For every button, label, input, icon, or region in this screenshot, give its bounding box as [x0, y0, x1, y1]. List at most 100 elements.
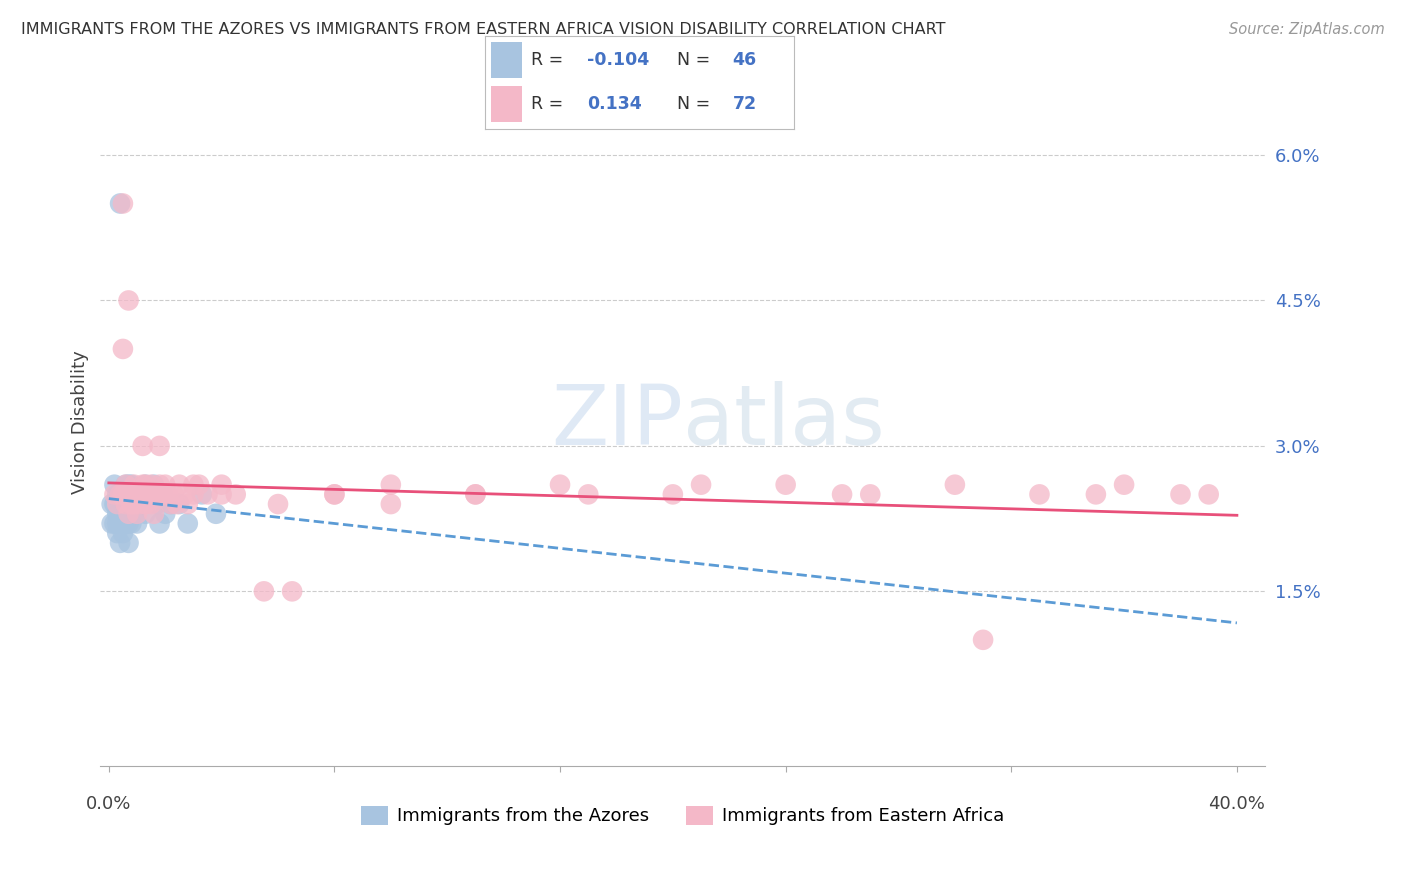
Text: R =: R = — [531, 51, 569, 69]
Point — [128, 497, 150, 511]
Point — [169, 497, 191, 511]
Point — [775, 477, 797, 491]
Text: 0.0%: 0.0% — [86, 795, 132, 813]
Point — [972, 632, 994, 647]
Legend: Immigrants from the Azores, Immigrants from Eastern Africa: Immigrants from the Azores, Immigrants f… — [354, 798, 1011, 832]
Point — [122, 497, 145, 511]
Point — [111, 487, 134, 501]
Point — [225, 487, 247, 501]
Point — [117, 487, 139, 501]
Point — [831, 487, 853, 501]
Point — [211, 477, 233, 491]
Point — [105, 516, 128, 531]
Point — [690, 477, 713, 491]
Point — [105, 497, 128, 511]
Text: N =: N = — [676, 95, 716, 113]
Point — [145, 487, 167, 501]
Text: 40.0%: 40.0% — [1209, 795, 1265, 813]
Point — [205, 507, 228, 521]
Point — [108, 497, 131, 511]
Point — [120, 487, 142, 501]
Point — [105, 526, 128, 541]
Point — [117, 293, 139, 308]
Point — [131, 497, 153, 511]
Point — [125, 487, 148, 501]
Point — [188, 477, 211, 491]
Point — [100, 516, 122, 531]
Point — [131, 487, 153, 501]
Text: 0.134: 0.134 — [588, 95, 643, 113]
Point — [267, 497, 290, 511]
Point — [111, 526, 134, 541]
Point — [1198, 487, 1220, 501]
Point — [169, 477, 191, 491]
Point — [142, 487, 165, 501]
Point — [139, 477, 162, 491]
Point — [114, 497, 136, 511]
Point — [120, 487, 142, 501]
Point — [114, 516, 136, 531]
Point — [103, 487, 125, 501]
Point — [134, 497, 156, 511]
Point — [128, 487, 150, 501]
Point — [105, 507, 128, 521]
Point — [114, 497, 136, 511]
Text: IMMIGRANTS FROM THE AZORES VS IMMIGRANTS FROM EASTERN AFRICA VISION DISABILITY C: IMMIGRANTS FROM THE AZORES VS IMMIGRANTS… — [21, 22, 946, 37]
Point — [131, 439, 153, 453]
Point — [111, 196, 134, 211]
Point — [174, 487, 197, 501]
Text: -0.104: -0.104 — [588, 51, 650, 69]
Point — [323, 487, 346, 501]
Point — [859, 487, 882, 501]
Point — [155, 477, 177, 491]
Point — [157, 487, 180, 501]
Point — [114, 477, 136, 491]
Point — [148, 516, 170, 531]
Point — [128, 487, 150, 501]
Point — [117, 477, 139, 491]
Text: 72: 72 — [733, 95, 756, 113]
Point — [160, 497, 183, 511]
Point — [183, 477, 205, 491]
Point — [103, 497, 125, 511]
Point — [105, 487, 128, 501]
Point — [139, 487, 162, 501]
Point — [131, 477, 153, 491]
Point — [122, 477, 145, 491]
Point — [139, 497, 162, 511]
Point — [1084, 487, 1107, 501]
Point — [111, 497, 134, 511]
Text: R =: R = — [531, 95, 575, 113]
Point — [111, 516, 134, 531]
Point — [117, 507, 139, 521]
Point — [125, 507, 148, 521]
Point — [163, 487, 186, 501]
Point — [122, 487, 145, 501]
FancyBboxPatch shape — [491, 87, 522, 122]
Point — [464, 487, 486, 501]
FancyBboxPatch shape — [491, 42, 522, 78]
Point — [576, 487, 599, 501]
Point — [145, 497, 167, 511]
Point — [108, 516, 131, 531]
Point — [114, 477, 136, 491]
Point — [191, 487, 214, 501]
Point — [155, 487, 177, 501]
Point — [120, 516, 142, 531]
Point — [152, 487, 174, 501]
Point — [136, 487, 159, 501]
Point — [122, 507, 145, 521]
Point — [103, 516, 125, 531]
Point — [177, 516, 200, 531]
Point — [548, 477, 571, 491]
Point — [1170, 487, 1192, 501]
Point — [108, 487, 131, 501]
Point — [120, 497, 142, 511]
Point — [134, 477, 156, 491]
Point — [152, 487, 174, 501]
Point — [148, 477, 170, 491]
Point — [100, 497, 122, 511]
Point — [183, 487, 205, 501]
Point — [142, 477, 165, 491]
Point — [323, 487, 346, 501]
